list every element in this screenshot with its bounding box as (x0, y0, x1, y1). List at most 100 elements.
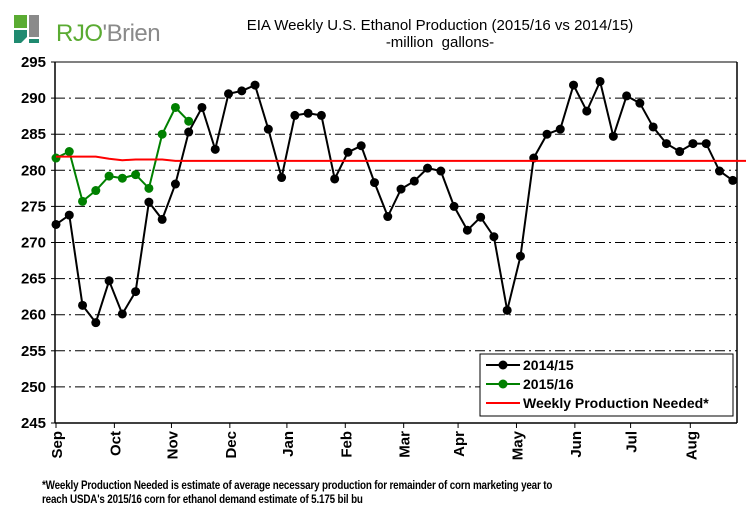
data-point (476, 212, 486, 222)
series-2014-15 (51, 76, 738, 328)
x-tick-label-jan: Jan (280, 431, 297, 457)
y-tick-label: 250 (21, 379, 46, 396)
y-tick-label: 290 (21, 90, 46, 107)
footnote-line-2: reach USDA's 2015/16 corn for ethanol de… (42, 492, 363, 506)
x-tick-label-jun: Jun (568, 431, 585, 458)
data-point (144, 197, 154, 207)
y-tick-label: 275 (21, 198, 46, 215)
data-point (409, 176, 419, 186)
y-tick-label: 295 (21, 54, 46, 71)
data-point (369, 178, 379, 188)
data-point (356, 141, 366, 151)
logo-wordmark: RJO'Brien (56, 20, 161, 48)
gridlines (55, 97, 737, 388)
data-point (78, 300, 88, 310)
data-point (595, 76, 605, 86)
data-point (224, 89, 234, 99)
data-point (170, 102, 180, 112)
data-point (515, 251, 525, 261)
data-point (489, 232, 499, 242)
data-point (555, 124, 565, 134)
data-point (104, 171, 114, 181)
series-weekly-production-needed (56, 155, 746, 162)
series-layer (51, 76, 746, 328)
y-tick-label: 280 (21, 162, 46, 179)
data-point (688, 139, 698, 149)
data-point (635, 98, 645, 108)
data-point (290, 110, 300, 120)
series-line (55, 105, 190, 204)
data-point (569, 80, 579, 90)
x-tick-label-apr: Apr (451, 431, 468, 457)
data-point (715, 166, 724, 176)
data-point (78, 196, 88, 206)
data-point (51, 219, 61, 229)
y-tick-labels: 245 250 255 260 265 270 275 280 285 290 295 (21, 54, 46, 432)
footnote: *Weekly Production Needed is estimate of… (42, 478, 739, 506)
data-point (661, 139, 671, 149)
data-point (423, 163, 433, 173)
data-point (648, 122, 658, 132)
data-point (462, 225, 472, 235)
data-point (316, 110, 326, 120)
data-point (582, 106, 592, 116)
axes (51, 61, 738, 428)
y-tick-label: 255 (21, 343, 46, 360)
legend-label: 2015/16 (523, 376, 574, 392)
footnote-line-1: *Weekly Production Needed is estimate of… (42, 478, 553, 492)
data-point (131, 287, 141, 297)
data-point (170, 179, 180, 189)
data-point (64, 147, 74, 157)
x-tick-label-feb: Feb (338, 431, 355, 458)
data-point (91, 318, 101, 328)
data-point (701, 139, 711, 149)
series-2015-16 (51, 102, 194, 206)
legend: 2014/15 2015/16 Weekly Production Needed* (479, 353, 734, 417)
data-point (436, 166, 446, 176)
data-point (131, 170, 141, 180)
data-point (263, 124, 273, 134)
data-point (184, 127, 194, 137)
data-point (675, 147, 685, 157)
x-tick-label-dec: Dec (223, 431, 240, 459)
data-point (91, 186, 101, 196)
data-point (104, 276, 114, 286)
y-tick-label: 265 (21, 271, 46, 288)
x-tick-label-nov: Nov (164, 430, 181, 459)
data-point (117, 309, 127, 319)
logo-mark-icon (14, 15, 39, 43)
data-point (157, 129, 167, 139)
y-tick-label: 270 (21, 235, 46, 252)
data-point (542, 129, 552, 139)
data-point (184, 116, 194, 126)
rjobrien-logo: RJO'Brien (14, 12, 161, 47)
data-point (64, 210, 74, 220)
data-point (449, 201, 459, 211)
data-point (197, 102, 207, 112)
data-point (383, 212, 393, 222)
data-point (117, 173, 127, 183)
x-tick-label-oct: Oct (107, 431, 124, 456)
x-tick-label-sep: Sep (49, 431, 66, 459)
x-tick-label-aug: Aug (683, 431, 700, 460)
legend-swatch-marker (498, 360, 508, 370)
data-point (330, 174, 340, 184)
chart-subtitle: -million gallons- (385, 34, 495, 51)
chart-title: EIA Weekly U.S. Ethanol Production (2015… (246, 17, 634, 34)
legend-label: 2014/15 (523, 357, 574, 373)
data-point (343, 147, 353, 157)
legend-box (479, 353, 734, 417)
x-tick-label-jul: Jul (624, 431, 641, 453)
data-point (210, 144, 220, 154)
data-point (608, 131, 618, 141)
data-point (303, 108, 313, 118)
legend-label: Weekly Production Needed* (523, 395, 709, 411)
x-tick-labels: Sep Oct Nov Dec Jan Feb Mar Apr May Jun Jul Aug (49, 430, 700, 460)
data-point (144, 183, 154, 193)
data-point (250, 80, 260, 90)
y-tick-label: 285 (21, 126, 46, 143)
y-tick-label: 245 (21, 415, 46, 432)
data-point (237, 86, 247, 96)
legend-swatch-marker (498, 379, 508, 389)
